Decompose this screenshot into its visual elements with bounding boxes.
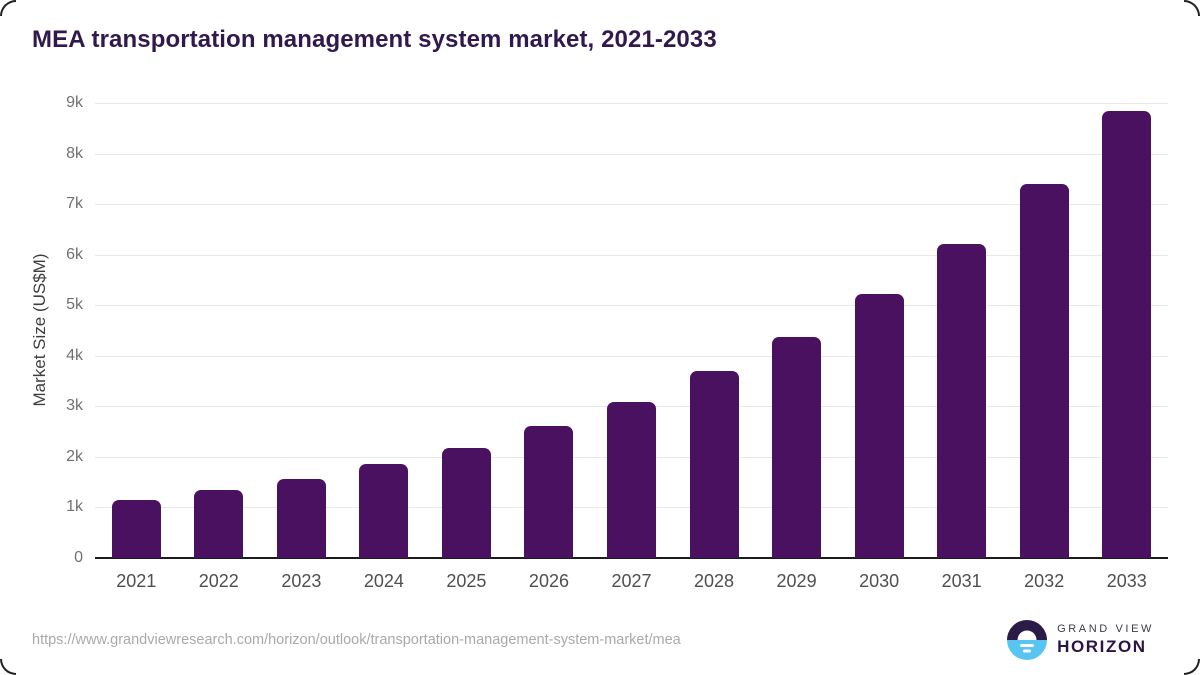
- y-tick-label: 4k: [66, 346, 83, 364]
- bar-2023: [276, 478, 326, 558]
- bar-2027: [607, 401, 656, 558]
- bar-2026: [524, 425, 574, 558]
- x-tick-label: 2033: [1106, 571, 1147, 591]
- rounded-corner-decoration: [0, 659, 16, 675]
- x-tick-label: 2024: [363, 571, 404, 591]
- plot-area: 0 1k 2k 3k 4k 5k 6k 7k 8k 9k 2021 2022 2023 2024 2025 2…: [66, 94, 1168, 591]
- y-tick-label: 2k: [66, 447, 83, 465]
- x-tick-label: 2032: [1024, 571, 1065, 591]
- rounded-corner-decoration: [0, 0, 16, 16]
- bar-2030: [854, 294, 904, 558]
- bar-2021: [111, 499, 161, 558]
- brand-name-bottom: HORIZON: [1057, 637, 1147, 657]
- bar-2022: [194, 490, 244, 558]
- gridline: [95, 254, 1168, 256]
- x-tick-label: 2022: [198, 571, 239, 591]
- x-tick-label: 2028: [694, 571, 735, 591]
- gridline: [95, 153, 1168, 155]
- page-title: MEA transportation management system mar…: [32, 26, 717, 53]
- x-tick-label: 2026: [528, 571, 569, 591]
- y-tick-label: 6k: [66, 245, 83, 263]
- gridline: [95, 103, 1168, 104]
- y-tick-label: 5k: [66, 296, 83, 314]
- y-tick-label: 1k: [66, 498, 83, 516]
- y-tick-label: 7k: [66, 195, 83, 213]
- bar-2028: [689, 371, 739, 558]
- x-tick-label: 2021: [116, 571, 157, 591]
- bar-2031: [937, 244, 987, 558]
- x-tick-label: 2023: [281, 571, 322, 591]
- x-tick-label: 2030: [859, 571, 900, 591]
- bar-2024: [359, 463, 409, 558]
- x-axis-line: [95, 557, 1168, 559]
- x-tick-label: 2031: [941, 571, 982, 591]
- gridline: [95, 204, 1168, 206]
- y-tick-label: 9k: [66, 94, 83, 111]
- bar-2032: [1019, 184, 1069, 558]
- brand-text: GRAND VIEW HORIZON: [1057, 623, 1154, 658]
- brand-logo: GRAND VIEW HORIZON: [1007, 620, 1154, 660]
- bar-2033: [1102, 110, 1152, 558]
- bar-2029: [772, 336, 822, 558]
- y-axis-title: Market Size (US$M): [30, 253, 49, 407]
- x-tick-label: 2025: [446, 571, 487, 591]
- horizon-sun-icon: [1007, 620, 1048, 660]
- source-url: https://www.grandviewresearch.com/horizo…: [32, 632, 681, 648]
- brand-name-top: GRAND VIEW: [1057, 622, 1154, 635]
- bar-2025: [441, 448, 491, 558]
- y-tick-label: 3k: [66, 397, 83, 415]
- rounded-corner-decoration: [1184, 659, 1200, 675]
- gridline: [95, 305, 1168, 307]
- gridline: [95, 355, 1168, 357]
- y-tick-label: 8k: [66, 144, 83, 162]
- y-tick-label: 0: [74, 549, 83, 566]
- x-tick-label: 2027: [611, 571, 652, 591]
- x-tick-label: 2029: [776, 571, 817, 591]
- rounded-corner-decoration: [1184, 0, 1200, 16]
